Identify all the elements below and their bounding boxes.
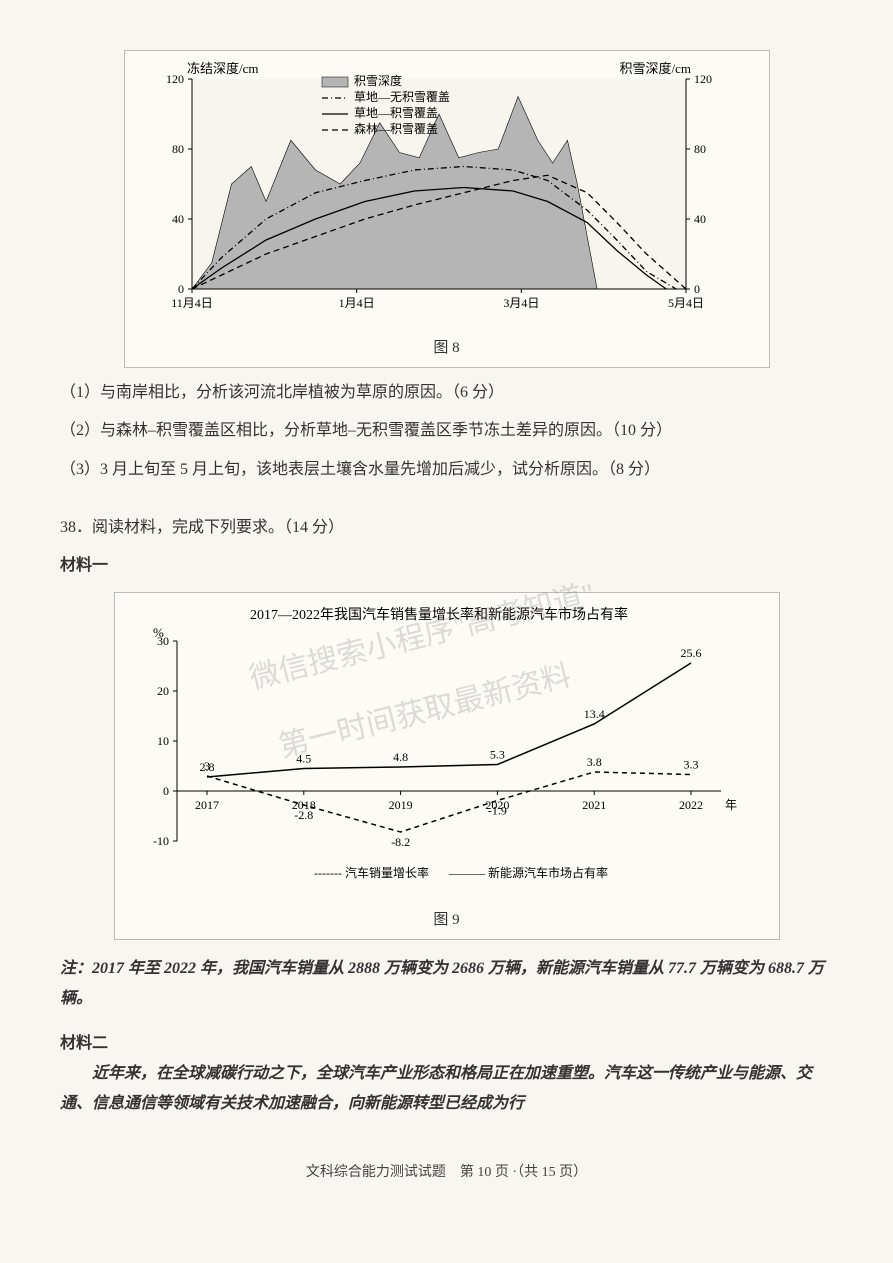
svg-text:0: 0 [163,784,169,798]
svg-text:积雪深度: 积雪深度 [354,73,402,88]
svg-text:2.8: 2.8 [199,760,214,774]
svg-text:2019: 2019 [388,798,412,812]
figure-9-note: 注：2017 年至 2022 年，我国汽车销量从 2888 万辆变为 2686 … [60,954,833,1015]
svg-text:80: 80 [172,142,184,156]
svg-text:2021: 2021 [582,798,606,812]
svg-text:2022: 2022 [679,798,703,812]
svg-text:积雪深度/cm: 积雪深度/cm [619,61,691,76]
material-1-label: 材料一 [60,551,833,581]
svg-text:13.4: 13.4 [583,707,604,721]
question-1: （1）与南岸相比，分析该河流北岸植被为草原的原因。（6 分） [60,378,833,408]
question-3: （3）3 月上旬至 5 月上旬，该地表层土壤含水量先增加后减少，试分析原因。（8… [60,455,833,485]
svg-text:120: 120 [166,72,184,86]
svg-text:5月4日: 5月4日 [667,296,703,310]
svg-text:10: 10 [157,734,169,748]
material-2-text: 近年来，在全球减碳行动之下，全球汽车产业形态和格局正在加速重塑。汽车这一传统产业… [60,1059,833,1120]
svg-text:4.8: 4.8 [393,750,408,764]
figure-9-caption: 图 9 [127,906,767,935]
figure-8-caption: 图 8 [137,334,757,363]
svg-text:11月4日: 11月4日 [171,296,213,310]
svg-text:3月4日: 3月4日 [503,296,539,310]
svg-text:0: 0 [178,282,184,296]
page-footer: 文科综合能力测试试题 第 10 页 ·（共 15 页） [60,1160,833,1187]
svg-text:4.5: 4.5 [296,751,311,765]
svg-text:40: 40 [694,212,706,226]
svg-text:冻结深度/cm: 冻结深度/cm [187,61,259,76]
svg-text:2017: 2017 [195,798,219,812]
svg-text:——— 新能源汽车市场占有率: ——— 新能源汽车市场占有率 [448,865,608,880]
svg-text:2017—2022年我国汽车销售量增长率和新能源汽车市场占有: 2017—2022年我国汽车销售量增长率和新能源汽车市场占有率 [250,606,628,623]
svg-text:-10: -10 [153,834,169,848]
svg-text:森林—积雪覆盖: 森林—积雪覆盖 [354,121,438,136]
svg-text:3.3: 3.3 [683,757,698,771]
svg-text:40: 40 [172,212,184,226]
figure-9-chart: 2017—2022年我国汽车销售量增长率和新能源汽车市场占有率%-1001020… [127,601,751,891]
svg-text:80: 80 [694,142,706,156]
figure-8-chart: 0 0 40 40 80 80 120 120 11月4日 1月4日 3月4日 5月4日 冻结深度/cm… [137,59,741,319]
svg-text:25.6: 25.6 [680,646,701,660]
svg-text:120: 120 [694,72,712,86]
svg-text:------- 汽车销量增长率: ------- 汽车销量增长率 [314,865,429,880]
material-2-label: 材料二 [60,1029,833,1059]
svg-text:年: 年 [725,798,737,812]
svg-text:草地—无积雪覆盖: 草地—无积雪覆盖 [354,90,450,104]
question-38-heading: 38．阅读材料，完成下列要求。（14 分） [60,513,833,543]
svg-text:20: 20 [157,684,169,698]
svg-text:0: 0 [694,282,700,296]
figure-8-container: 0 0 40 40 80 80 120 120 11月4日 1月4日 3月4日 5月4日 冻结深度/cm… [124,50,770,368]
svg-text:草地—积雪覆盖: 草地—积雪覆盖 [354,106,438,120]
svg-text:-1.9: -1.9 [487,803,506,817]
svg-text:30: 30 [157,634,169,648]
question-2: （2）与森林–积雪覆盖区相比，分析草地–无积雪覆盖区季节冻土差异的原因。（10 … [60,416,833,446]
svg-text:-8.2: -8.2 [391,835,410,849]
svg-text:5.3: 5.3 [489,747,504,761]
svg-text:3.8: 3.8 [586,755,601,769]
svg-text:-2.8: -2.8 [294,808,313,822]
figure-9-container: 微信搜索小程序"高考知道" 第一时间获取最新资料 2017—2022年我国汽车销… [114,592,780,940]
svg-text:1月4日: 1月4日 [338,296,374,310]
